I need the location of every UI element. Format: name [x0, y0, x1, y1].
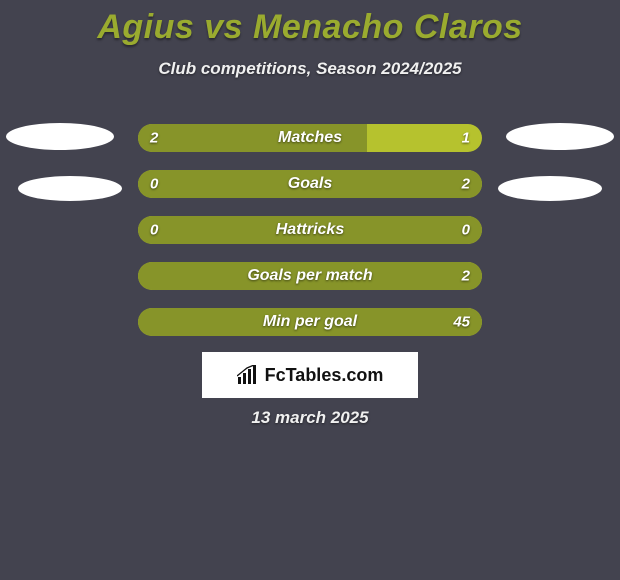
bar-fill [138, 262, 482, 290]
bar-row-hattricks: 0 Hattricks 0 [138, 216, 482, 244]
bar-fill [138, 308, 482, 336]
comparison-bars: 2 Matches 1 0 Goals 2 0 Hattricks 0 Goal… [138, 124, 482, 354]
source-badge-text: FcTables.com [265, 365, 384, 386]
bar-row-goals: 0 Goals 2 [138, 170, 482, 198]
page-title: Agius vs Menacho Claros [0, 0, 620, 47]
bar-chart-icon [237, 365, 259, 385]
bar-row-goals-per-match: Goals per match 2 [138, 262, 482, 290]
bar-fill [138, 216, 482, 244]
source-badge: FcTables.com [202, 352, 418, 398]
page-subtitle: Club competitions, Season 2024/2025 [0, 59, 620, 79]
player-left-marker-top [6, 123, 114, 150]
bar-right-value: 1 [462, 130, 470, 147]
date-caption: 13 march 2025 [0, 408, 620, 428]
player-right-marker-bottom [498, 176, 602, 201]
bar-fill [138, 124, 367, 152]
player-right-marker-top [506, 123, 614, 150]
bar-fill [138, 170, 482, 198]
bar-row-min-per-goal: Min per goal 45 [138, 308, 482, 336]
player-left-marker-bottom [18, 176, 122, 201]
bar-row-matches: 2 Matches 1 [138, 124, 482, 152]
